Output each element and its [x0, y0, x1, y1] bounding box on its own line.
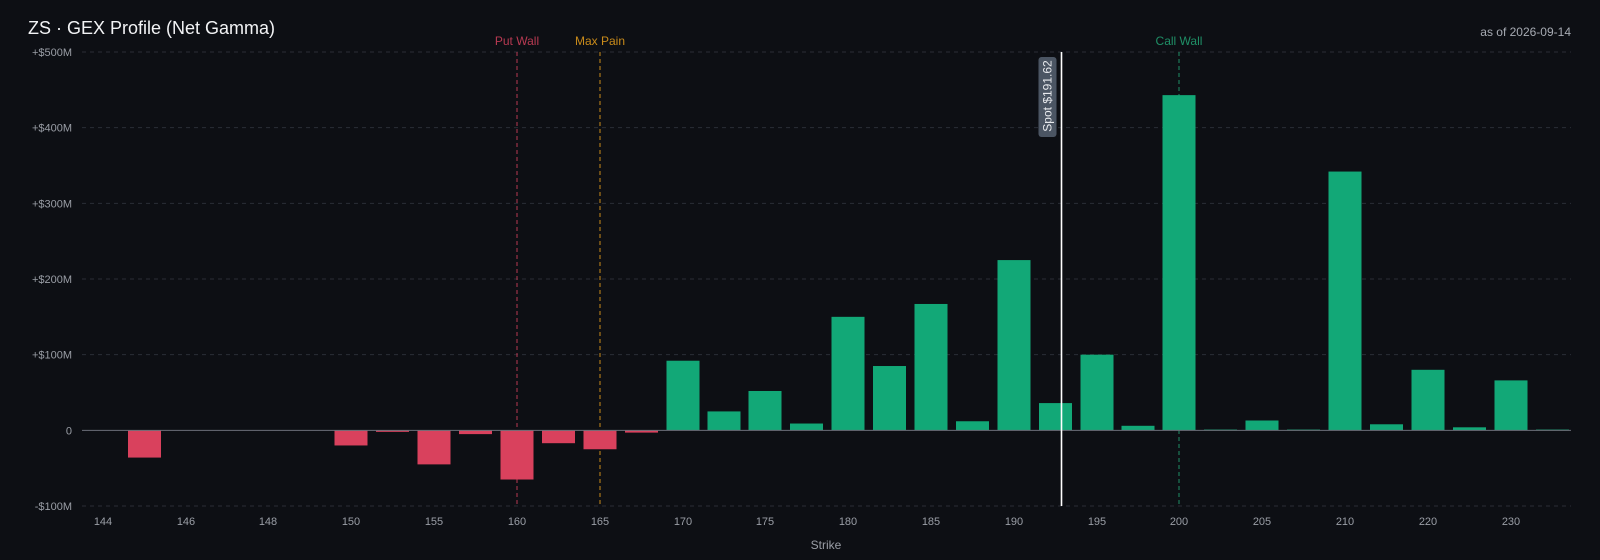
grid-layer — [82, 51, 1571, 507]
reference-line-label: Max Pain — [575, 34, 625, 48]
spot-label: Spot $191.62 — [1041, 60, 1055, 132]
spot-marker: Spot $191.62 — [1038, 52, 1063, 506]
gex-bar — [500, 430, 534, 480]
y-tick-label: +$300M — [32, 198, 72, 210]
gex-bar — [459, 430, 492, 435]
gex-bar — [790, 423, 823, 431]
gex-bar — [997, 260, 1031, 431]
x-tick-label: 220 — [1419, 516, 1437, 528]
x-tick-label: 160 — [508, 516, 526, 528]
gex-bar — [707, 411, 741, 431]
x-tick-label: 190 — [1005, 516, 1023, 528]
gex-bar — [1370, 424, 1403, 431]
x-tick-label: 148 — [259, 516, 277, 528]
gex-bar — [376, 430, 409, 432]
x-tick-label: 144 — [94, 516, 112, 528]
gex-bar — [625, 430, 658, 433]
gex-bar — [666, 360, 700, 431]
x-tick-label: 150 — [342, 516, 360, 528]
gex-bar — [1080, 354, 1114, 431]
gex-bar — [334, 430, 368, 446]
gex-bar — [748, 390, 782, 431]
gex-bar — [542, 430, 575, 444]
as-of-date: as of 2026-09-14 — [1480, 25, 1571, 39]
y-tick-label: +$100M — [32, 350, 72, 362]
x-tick-label: 170 — [674, 516, 692, 528]
axis-ticks: -$100M 0 +$100M +$200M +$300M +$400M +$500M 144… — [32, 47, 1520, 528]
gex-bar — [583, 430, 617, 450]
y-tick-label: +$400M — [32, 123, 72, 135]
gex-bar — [831, 316, 865, 431]
x-tick-label: 155 — [425, 516, 443, 528]
gex-bar — [1039, 403, 1072, 431]
x-tick-label: 175 — [756, 516, 774, 528]
gex-bar — [1328, 171, 1362, 431]
bar-series — [128, 95, 1569, 480]
spot-label-box — [1038, 57, 1057, 137]
x-tick-label: 146 — [177, 516, 195, 528]
gex-bar — [1494, 380, 1528, 431]
gex-bar — [873, 366, 906, 431]
y-tick-label: -$100M — [35, 501, 72, 513]
gex-bar — [956, 421, 989, 431]
gex-bar — [1453, 427, 1486, 431]
x-tick-label: 180 — [839, 516, 857, 528]
x-tick-label: 230 — [1502, 516, 1520, 528]
x-tick-label: 165 — [591, 516, 609, 528]
gex-bar — [1411, 369, 1445, 431]
x-tick-label: 185 — [922, 516, 940, 528]
x-tick-label: 200 — [1170, 516, 1188, 528]
x-tick-label: 195 — [1088, 516, 1106, 528]
gex-bar — [1121, 425, 1155, 431]
x-tick-label: 205 — [1253, 516, 1271, 528]
reference-line-label: Call Wall — [1156, 34, 1203, 48]
gex-bar — [128, 430, 161, 458]
y-tick-label: +$500M — [32, 47, 72, 59]
reference-line-label: Put Wall — [495, 34, 539, 48]
chart-title: ZS · GEX Profile (Net Gamma) — [28, 18, 275, 38]
gex-bar — [914, 303, 948, 431]
gex-bar — [417, 430, 451, 465]
gex-bar — [1162, 95, 1196, 431]
y-tick-label: +$200M — [32, 274, 72, 286]
gex-bar — [1245, 420, 1279, 431]
y-tick-label: 0 — [66, 425, 72, 437]
x-tick-label: 210 — [1336, 516, 1354, 528]
x-axis-label: Strike — [811, 538, 842, 552]
